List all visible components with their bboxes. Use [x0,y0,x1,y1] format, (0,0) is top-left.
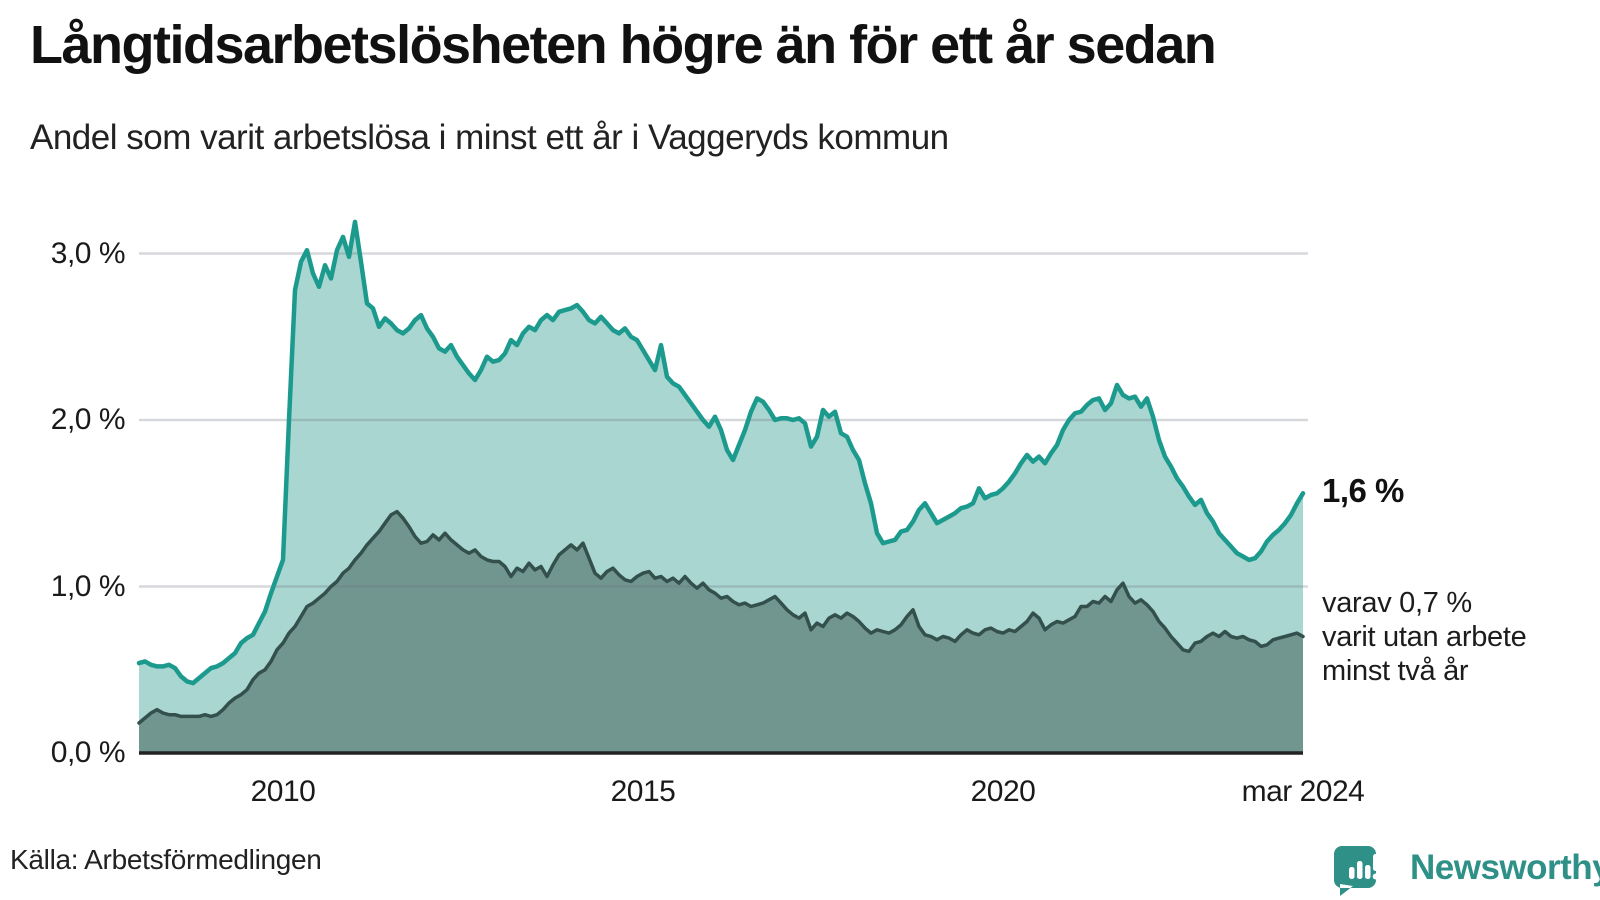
series-line-two-years [137,509,1305,725]
series-areas [139,221,1303,753]
brand-footer: Newsworthy [1332,840,1600,896]
series-line-one-year [136,219,1306,686]
brand-name: Newsworthy [1410,848,1600,887]
page-title: Långtidsarbetslösheten högre än för ett … [30,15,1217,75]
source-note: Källa: Arbetsförmedlingen [10,844,322,875]
x-tick-label: 2010 [250,775,316,808]
series-area-two-years [139,511,1303,753]
series-lines [136,219,1306,725]
x-tick-label: 2020 [970,775,1036,808]
gridlines [139,252,1308,588]
y-tick-label: 3,0 % [50,236,126,270]
x-tick-label: mar 2024 [1241,775,1365,808]
secondary-annotation-line3: minst två år [1322,655,1469,687]
logo-bars [1349,854,1379,880]
page-subtitle: Andel som varit arbetslösa i minst ett å… [30,118,949,157]
y-tick-label: 1,0 % [50,569,126,603]
secondary-series-annotation: varav 0,7 % varit utan arbete minst två … [1322,586,1527,688]
y-tick-label: 2,0 % [50,403,126,436]
secondary-annotation-line1: varav 0,7 % [1322,587,1472,619]
y-tick-label: 0,0 % [50,736,126,769]
secondary-annotation-line2: varit utan arbete [1322,621,1527,653]
newsworthy-logo-icon [1334,846,1379,896]
x-tick-label: 2015 [610,775,676,808]
latest-value-label: 1,6 % [1322,472,1404,509]
